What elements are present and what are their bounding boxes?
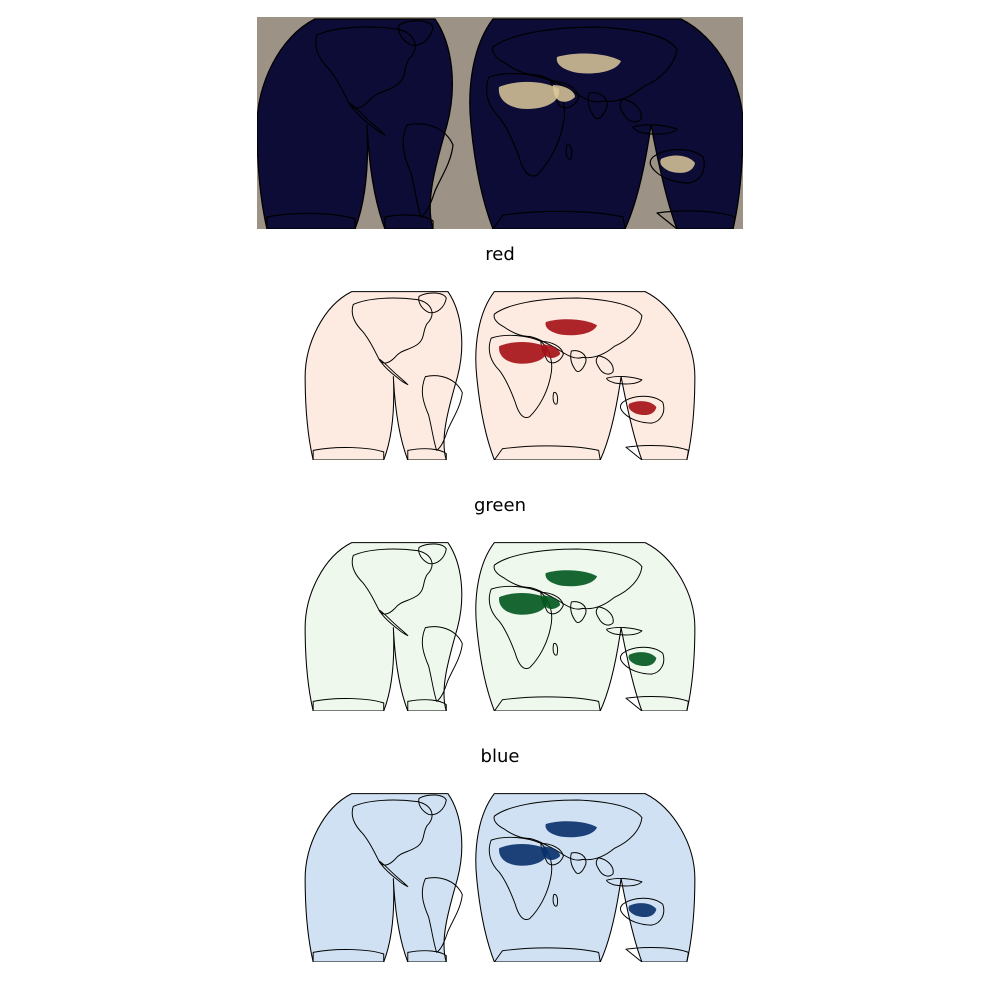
landmass-mexico (378, 609, 409, 637)
landmass-greenland (418, 543, 447, 565)
landmass-indonesia (606, 877, 643, 887)
desert-australian-outback (660, 155, 695, 173)
red-channel-map (304, 291, 696, 460)
landmass-seasia (595, 606, 614, 626)
desert-gobi-desert (545, 319, 598, 336)
green-panel-title: green (474, 495, 526, 516)
landmass-madagascar (552, 642, 559, 656)
landmass-seasia (595, 355, 614, 375)
ocean (305, 793, 695, 962)
landmass-india (570, 601, 587, 623)
desert-gobi-desert (545, 821, 598, 838)
landmass-indonesia (632, 124, 678, 135)
landmass-madagascar (552, 391, 559, 405)
landmass-antarctica1 (312, 698, 385, 711)
landmass-australia (620, 395, 665, 424)
green-channel-map (304, 542, 696, 711)
landmass-mexico (378, 860, 409, 888)
landmass-australia (620, 897, 665, 926)
landmass-antarctica1 (266, 212, 356, 229)
ocean (305, 542, 695, 711)
desert-arabian-desert (542, 344, 561, 358)
landmass-eurasia (492, 26, 678, 103)
map-outline (257, 18, 743, 229)
desert-gobi-desert (545, 570, 598, 587)
landmass-greenland (398, 20, 434, 46)
landmass-samerica (402, 123, 454, 218)
desert-sahara (498, 81, 560, 109)
landmass-antarctica1 (312, 949, 385, 962)
desert-arabian-desert (553, 85, 575, 102)
ocean (305, 291, 695, 460)
map-outline (304, 793, 696, 962)
landmass-madagascar (565, 144, 573, 160)
landmass-india (587, 92, 608, 120)
landmass-indonesia (606, 626, 643, 636)
desert-australian-outback (628, 652, 657, 667)
landmass-seasia (619, 98, 642, 123)
desert-australian-outback (628, 401, 657, 416)
desert-sahara (499, 593, 548, 615)
desert-arabian-desert (542, 846, 561, 860)
landmass-eurasia (493, 297, 643, 359)
ocean (257, 19, 743, 229)
landmass-namerica (351, 548, 433, 615)
landmass-greenland (418, 794, 447, 816)
landmass-eurasia (493, 799, 643, 861)
landmass-australia (649, 148, 705, 184)
landmass-madagascar (552, 893, 559, 907)
landmass-namerica (351, 297, 433, 364)
landmass-mexico (348, 102, 386, 136)
desert-gobi-desert (556, 53, 621, 74)
desert-australian-outback (628, 903, 657, 918)
landmass-australia (620, 646, 665, 675)
landmass-namerica (315, 26, 416, 109)
desert-sahara (499, 342, 548, 364)
landmass-mexico (378, 358, 409, 386)
map-outline (304, 291, 696, 460)
landmass-seasia (595, 857, 614, 877)
landmass-india (570, 350, 587, 372)
blue-channel-map (304, 793, 696, 962)
desert-arabian-desert (542, 595, 561, 609)
landmass-antarctica3 (493, 696, 601, 711)
landmass-indonesia (606, 375, 643, 385)
landmass-antarctica1 (312, 447, 385, 460)
landmass-india (570, 852, 587, 874)
landmass-samerica (421, 877, 463, 953)
landmass-antarctica3 (493, 947, 601, 962)
rgb-composite-map (257, 17, 743, 229)
landmass-antarctica3 (492, 210, 626, 229)
red-panel-title: red (485, 244, 515, 265)
landmass-greenland (418, 292, 447, 314)
landmass-samerica (421, 375, 463, 451)
blue-panel-title: blue (480, 746, 520, 767)
landmass-namerica (351, 799, 433, 866)
desert-sahara (499, 844, 548, 866)
landmass-samerica (421, 626, 463, 702)
landmass-eurasia (493, 548, 643, 610)
map-outline (304, 542, 696, 711)
landmass-antarctica3 (493, 445, 601, 460)
